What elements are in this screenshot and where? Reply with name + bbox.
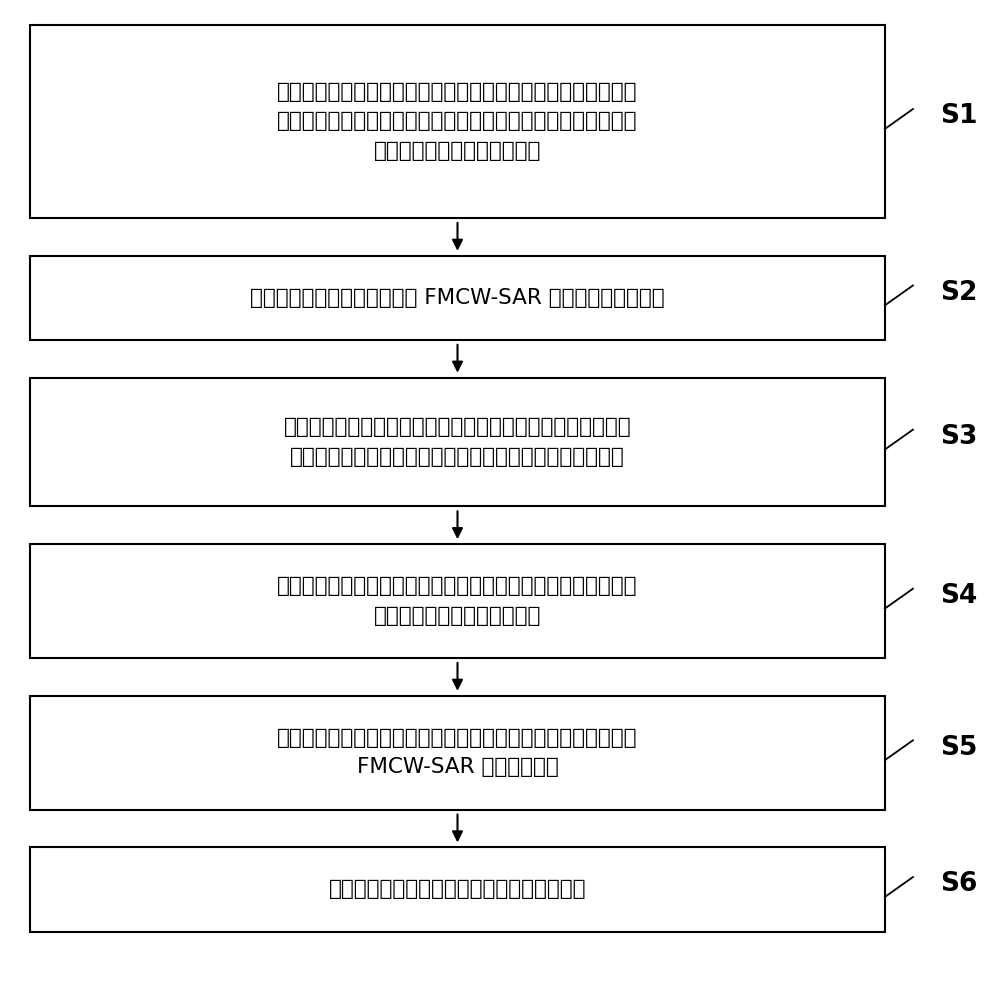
Text: S2: S2: [940, 279, 977, 306]
Text: S3: S3: [940, 424, 977, 450]
Bar: [30, 378, 885, 506]
Text: 根据混频器的本振端与射频端的输入信号，确定所述混频器的中
频输出信号，所述本振端用于接收线性调频源产生的发射信号，
所述射频端用于接收回波信号: 根据混频器的本振端与射频端的输入信号，确定所述混频器的中 频输出信号，所述本振端…: [277, 82, 638, 161]
Text: 根据所述均方根误差，确定由所述线性调频源的相位噪声引起的
FMCW-SAR 系统的信噪比: 根据所述均方根误差，确定由所述线性调频源的相位噪声引起的 FMCW-SAR 系统…: [277, 727, 638, 778]
Text: S5: S5: [940, 734, 977, 761]
Bar: [30, 544, 885, 658]
Text: 根据所述最终输出信号的相位噪声的功率谱，确定所述最终输出
信号的相位噪声的均方根误差: 根据所述最终输出信号的相位噪声的功率谱，确定所述最终输出 信号的相位噪声的均方根…: [277, 576, 638, 626]
Bar: [30, 256, 885, 340]
Text: 根据所述最终输出信号的相位以及所述线性调频源的相位噪声
的功率谱密度，确定所述最终输出信号的相位噪声的功率谱: 根据所述最终输出信号的相位以及所述线性调频源的相位噪声 的功率谱密度，确定所述最…: [284, 417, 631, 467]
Text: S4: S4: [940, 583, 977, 609]
Bar: [30, 847, 885, 932]
Text: S1: S1: [940, 103, 978, 130]
Bar: [30, 696, 885, 810]
Text: 根据所述中频输出信号，确定 FMCW-SAR 系统的最终输出信号: 根据所述中频输出信号，确定 FMCW-SAR 系统的最终输出信号: [250, 287, 665, 308]
Text: 根据所述信噪比，确定噪声等效后向散射系数: 根据所述信噪比，确定噪声等效后向散射系数: [329, 879, 586, 900]
Bar: [30, 25, 885, 218]
Text: S6: S6: [940, 871, 977, 898]
